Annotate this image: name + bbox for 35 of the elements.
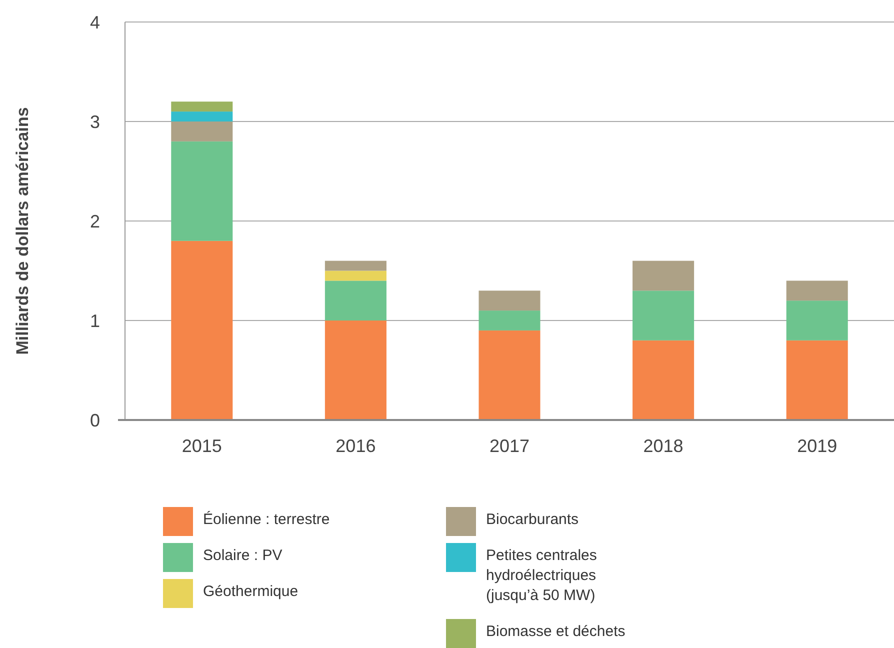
bar: [478, 290, 540, 311]
legend-label: Biomasse et déchets: [486, 623, 626, 640]
bar: [786, 300, 848, 340]
bar: [786, 280, 848, 301]
bar: [632, 340, 694, 420]
bar: [324, 260, 386, 271]
bar: [324, 320, 386, 420]
legend-label: Petites centrales hydroélectriques (jusqu’à 50 MW): [486, 547, 597, 604]
bar: [171, 141, 233, 241]
bar: [171, 112, 233, 122]
bar: [632, 260, 694, 291]
x-tick-label: 2019: [797, 436, 838, 456]
bar: [324, 270, 386, 281]
bar: [632, 290, 694, 340]
y-tick-label: 4: [90, 12, 100, 32]
bar: [478, 310, 540, 330]
y-tick-label: 0: [90, 410, 100, 430]
x-tick-label: 2017: [489, 436, 530, 456]
y-tick-label: 3: [90, 112, 100, 132]
legend-label: Géothermique: [203, 583, 298, 600]
legend-label: Solaire : PV: [203, 547, 282, 564]
x-tick-label: 2018: [643, 436, 684, 456]
legend-label: Éolienne : terrestre: [203, 510, 330, 528]
y-axis-title: Milliards de dollars américains: [13, 107, 32, 355]
y-tick-label: 2: [90, 211, 100, 232]
bar: [324, 280, 386, 320]
legend-label: Biocarburants: [486, 511, 579, 528]
bar: [171, 102, 233, 112]
bar: [171, 240, 233, 420]
x-tick-label: 2016: [336, 436, 376, 456]
x-tick-label: 2015: [182, 436, 222, 456]
bar: [171, 122, 233, 142]
y-tick-label: 1: [90, 310, 100, 331]
bar: [478, 330, 540, 420]
bar: [786, 340, 848, 420]
